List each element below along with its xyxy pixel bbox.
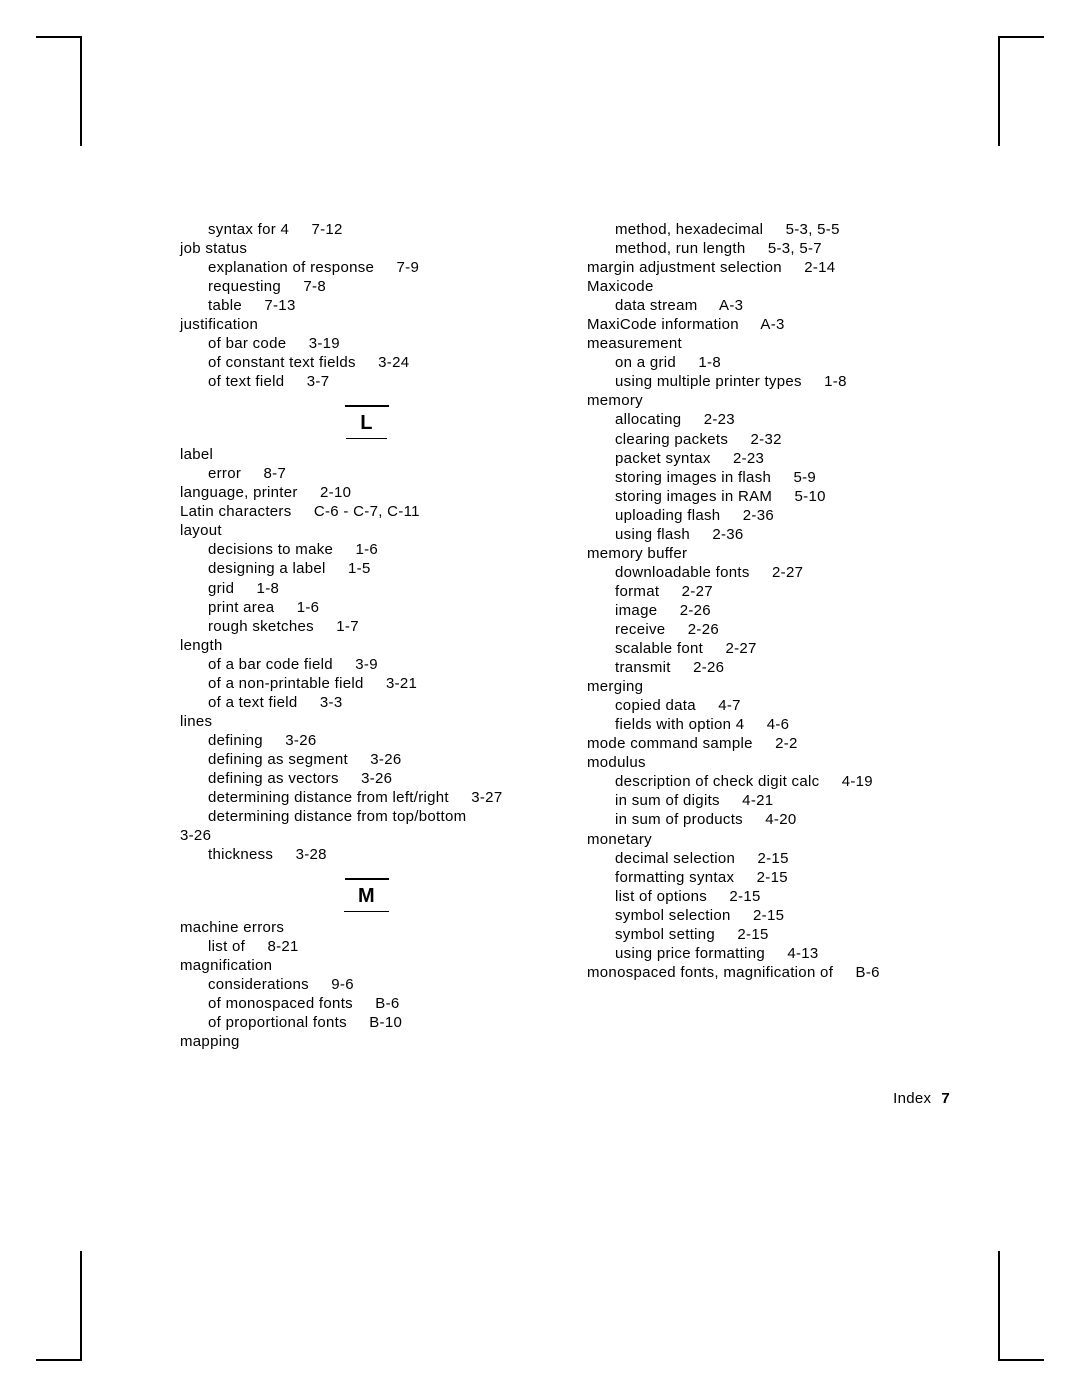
index-entry: receive 2-26 — [587, 620, 960, 639]
index-entry: packet syntax 2-23 — [587, 449, 960, 468]
index-entry: decimal selection 2-15 — [587, 849, 960, 868]
index-entry: of monospaced fonts B-6 — [180, 994, 553, 1013]
section-heading-letter: L — [346, 411, 387, 439]
index-entry: of bar code 3-19 — [180, 334, 553, 353]
index-entry: of proportional fonts B-10 — [180, 1013, 553, 1032]
index-entry: mode command sample 2-2 — [587, 734, 960, 753]
page: syntax for 4 7-12job statusexplanation o… — [0, 0, 1080, 1397]
index-entry: lines — [180, 712, 553, 731]
crop-mark — [998, 1251, 1000, 1361]
index-entry: MaxiCode information A-3 — [587, 315, 960, 334]
index-entry: Latin characters C-6 - C-7, C-11 — [180, 502, 553, 521]
index-entry: uploading flash 2-36 — [587, 506, 960, 525]
crop-mark — [80, 1251, 82, 1361]
section-heading-rule — [345, 405, 389, 406]
index-entry: defining as segment 3-26 — [180, 750, 553, 769]
index-entry: mapping — [180, 1032, 553, 1051]
index-entry: fields with option 4 4-6 — [587, 715, 960, 734]
index-entry: using multiple printer types 1-8 — [587, 372, 960, 391]
index-entry: modulus — [587, 753, 960, 772]
index-entry: image 2-26 — [587, 601, 960, 620]
index-entry: method, hexadecimal 5-3, 5-5 — [587, 220, 960, 239]
index-entry: scalable font 2-27 — [587, 639, 960, 658]
index-entry: symbol setting 2-15 — [587, 925, 960, 944]
index-entry: considerations 9-6 — [180, 975, 553, 994]
index-entry: symbol selection 2-15 — [587, 906, 960, 925]
index-entry: in sum of products 4-20 — [587, 810, 960, 829]
index-entry: monetary — [587, 830, 960, 849]
index-entry: allocating 2-23 — [587, 410, 960, 429]
index-entry: rough sketches 1-7 — [180, 617, 553, 636]
index-entry: memory buffer — [587, 544, 960, 563]
section-heading: M — [180, 878, 553, 912]
index-content: syntax for 4 7-12job statusexplanation o… — [180, 220, 960, 1177]
index-entry: data stream A-3 — [587, 296, 960, 315]
index-entry: of constant text fields 3-24 — [180, 353, 553, 372]
index-entry: 3-26 — [180, 826, 553, 845]
index-entry: on a grid 1-8 — [587, 353, 960, 372]
footer-page-number: 7 — [941, 1090, 950, 1107]
section-heading-letter: M — [344, 884, 389, 912]
index-entry: method, run length 5-3, 5-7 — [587, 239, 960, 258]
index-entry: error 8-7 — [180, 464, 553, 483]
index-entry: margin adjustment selection 2-14 — [587, 258, 960, 277]
crop-mark — [36, 36, 82, 38]
index-entry: of a non-printable field 3-21 — [180, 674, 553, 693]
index-entry: syntax for 4 7-12 — [180, 220, 553, 239]
crop-mark — [998, 1359, 1044, 1361]
crop-mark — [36, 1359, 82, 1361]
section-heading-rule — [345, 878, 389, 879]
index-entry: copied data 4-7 — [587, 696, 960, 715]
footer-label: Index — [893, 1090, 931, 1107]
index-entry: table 7-13 — [180, 296, 553, 315]
index-entry: defining as vectors 3-26 — [180, 769, 553, 788]
index-entry: clearing packets 2-32 — [587, 430, 960, 449]
index-entry: language, printer 2-10 — [180, 483, 553, 502]
index-entry: description of check digit calc 4-19 — [587, 772, 960, 791]
index-entry: magnification — [180, 956, 553, 975]
index-entry: transmit 2-26 — [587, 658, 960, 677]
index-entry: using price formatting 4-13 — [587, 944, 960, 963]
index-entry: job status — [180, 239, 553, 258]
index-column-right: method, hexadecimal 5-3, 5-5method, run … — [587, 220, 960, 1177]
index-entry: list of options 2-15 — [587, 887, 960, 906]
index-entry: monospaced fonts, magnification of B-6 — [587, 963, 960, 982]
page-footer: Index 7 — [893, 1090, 950, 1107]
index-entry: Maxicode — [587, 277, 960, 296]
index-entry: layout — [180, 521, 553, 540]
index-entry: storing images in flash 5-9 — [587, 468, 960, 487]
index-entry: length — [180, 636, 553, 655]
index-entry: list of 8-21 — [180, 937, 553, 956]
index-entry: format 2-27 — [587, 582, 960, 601]
crop-mark — [998, 36, 1044, 38]
index-entry: of a text field 3-3 — [180, 693, 553, 712]
index-entry: storing images in RAM 5-10 — [587, 487, 960, 506]
index-entry: designing a label 1-5 — [180, 559, 553, 578]
index-entry: machine errors — [180, 918, 553, 937]
crop-mark — [998, 36, 1000, 146]
index-entry: grid 1-8 — [180, 579, 553, 598]
index-entry: requesting 7-8 — [180, 277, 553, 296]
index-column-left: syntax for 4 7-12job statusexplanation o… — [180, 220, 553, 1177]
index-entry: downloadable fonts 2-27 — [587, 563, 960, 582]
index-entry: measurement — [587, 334, 960, 353]
index-entry: of text field 3-7 — [180, 372, 553, 391]
index-entry: justification — [180, 315, 553, 334]
index-entry: determining distance from top/bottom — [180, 807, 553, 826]
index-entry: explanation of response 7-9 — [180, 258, 553, 277]
section-heading: L — [180, 405, 553, 439]
index-entry: using flash 2-36 — [587, 525, 960, 544]
index-entry: thickness 3-28 — [180, 845, 553, 864]
index-entry: determining distance from left/right 3-2… — [180, 788, 553, 807]
index-entry: print area 1-6 — [180, 598, 553, 617]
index-entry: memory — [587, 391, 960, 410]
index-entry: defining 3-26 — [180, 731, 553, 750]
index-entry: of a bar code field 3-9 — [180, 655, 553, 674]
index-entry: decisions to make 1-6 — [180, 540, 553, 559]
index-entry: in sum of digits 4-21 — [587, 791, 960, 810]
index-entry: merging — [587, 677, 960, 696]
index-entry: formatting syntax 2-15 — [587, 868, 960, 887]
crop-mark — [80, 36, 82, 146]
index-entry: label — [180, 445, 553, 464]
